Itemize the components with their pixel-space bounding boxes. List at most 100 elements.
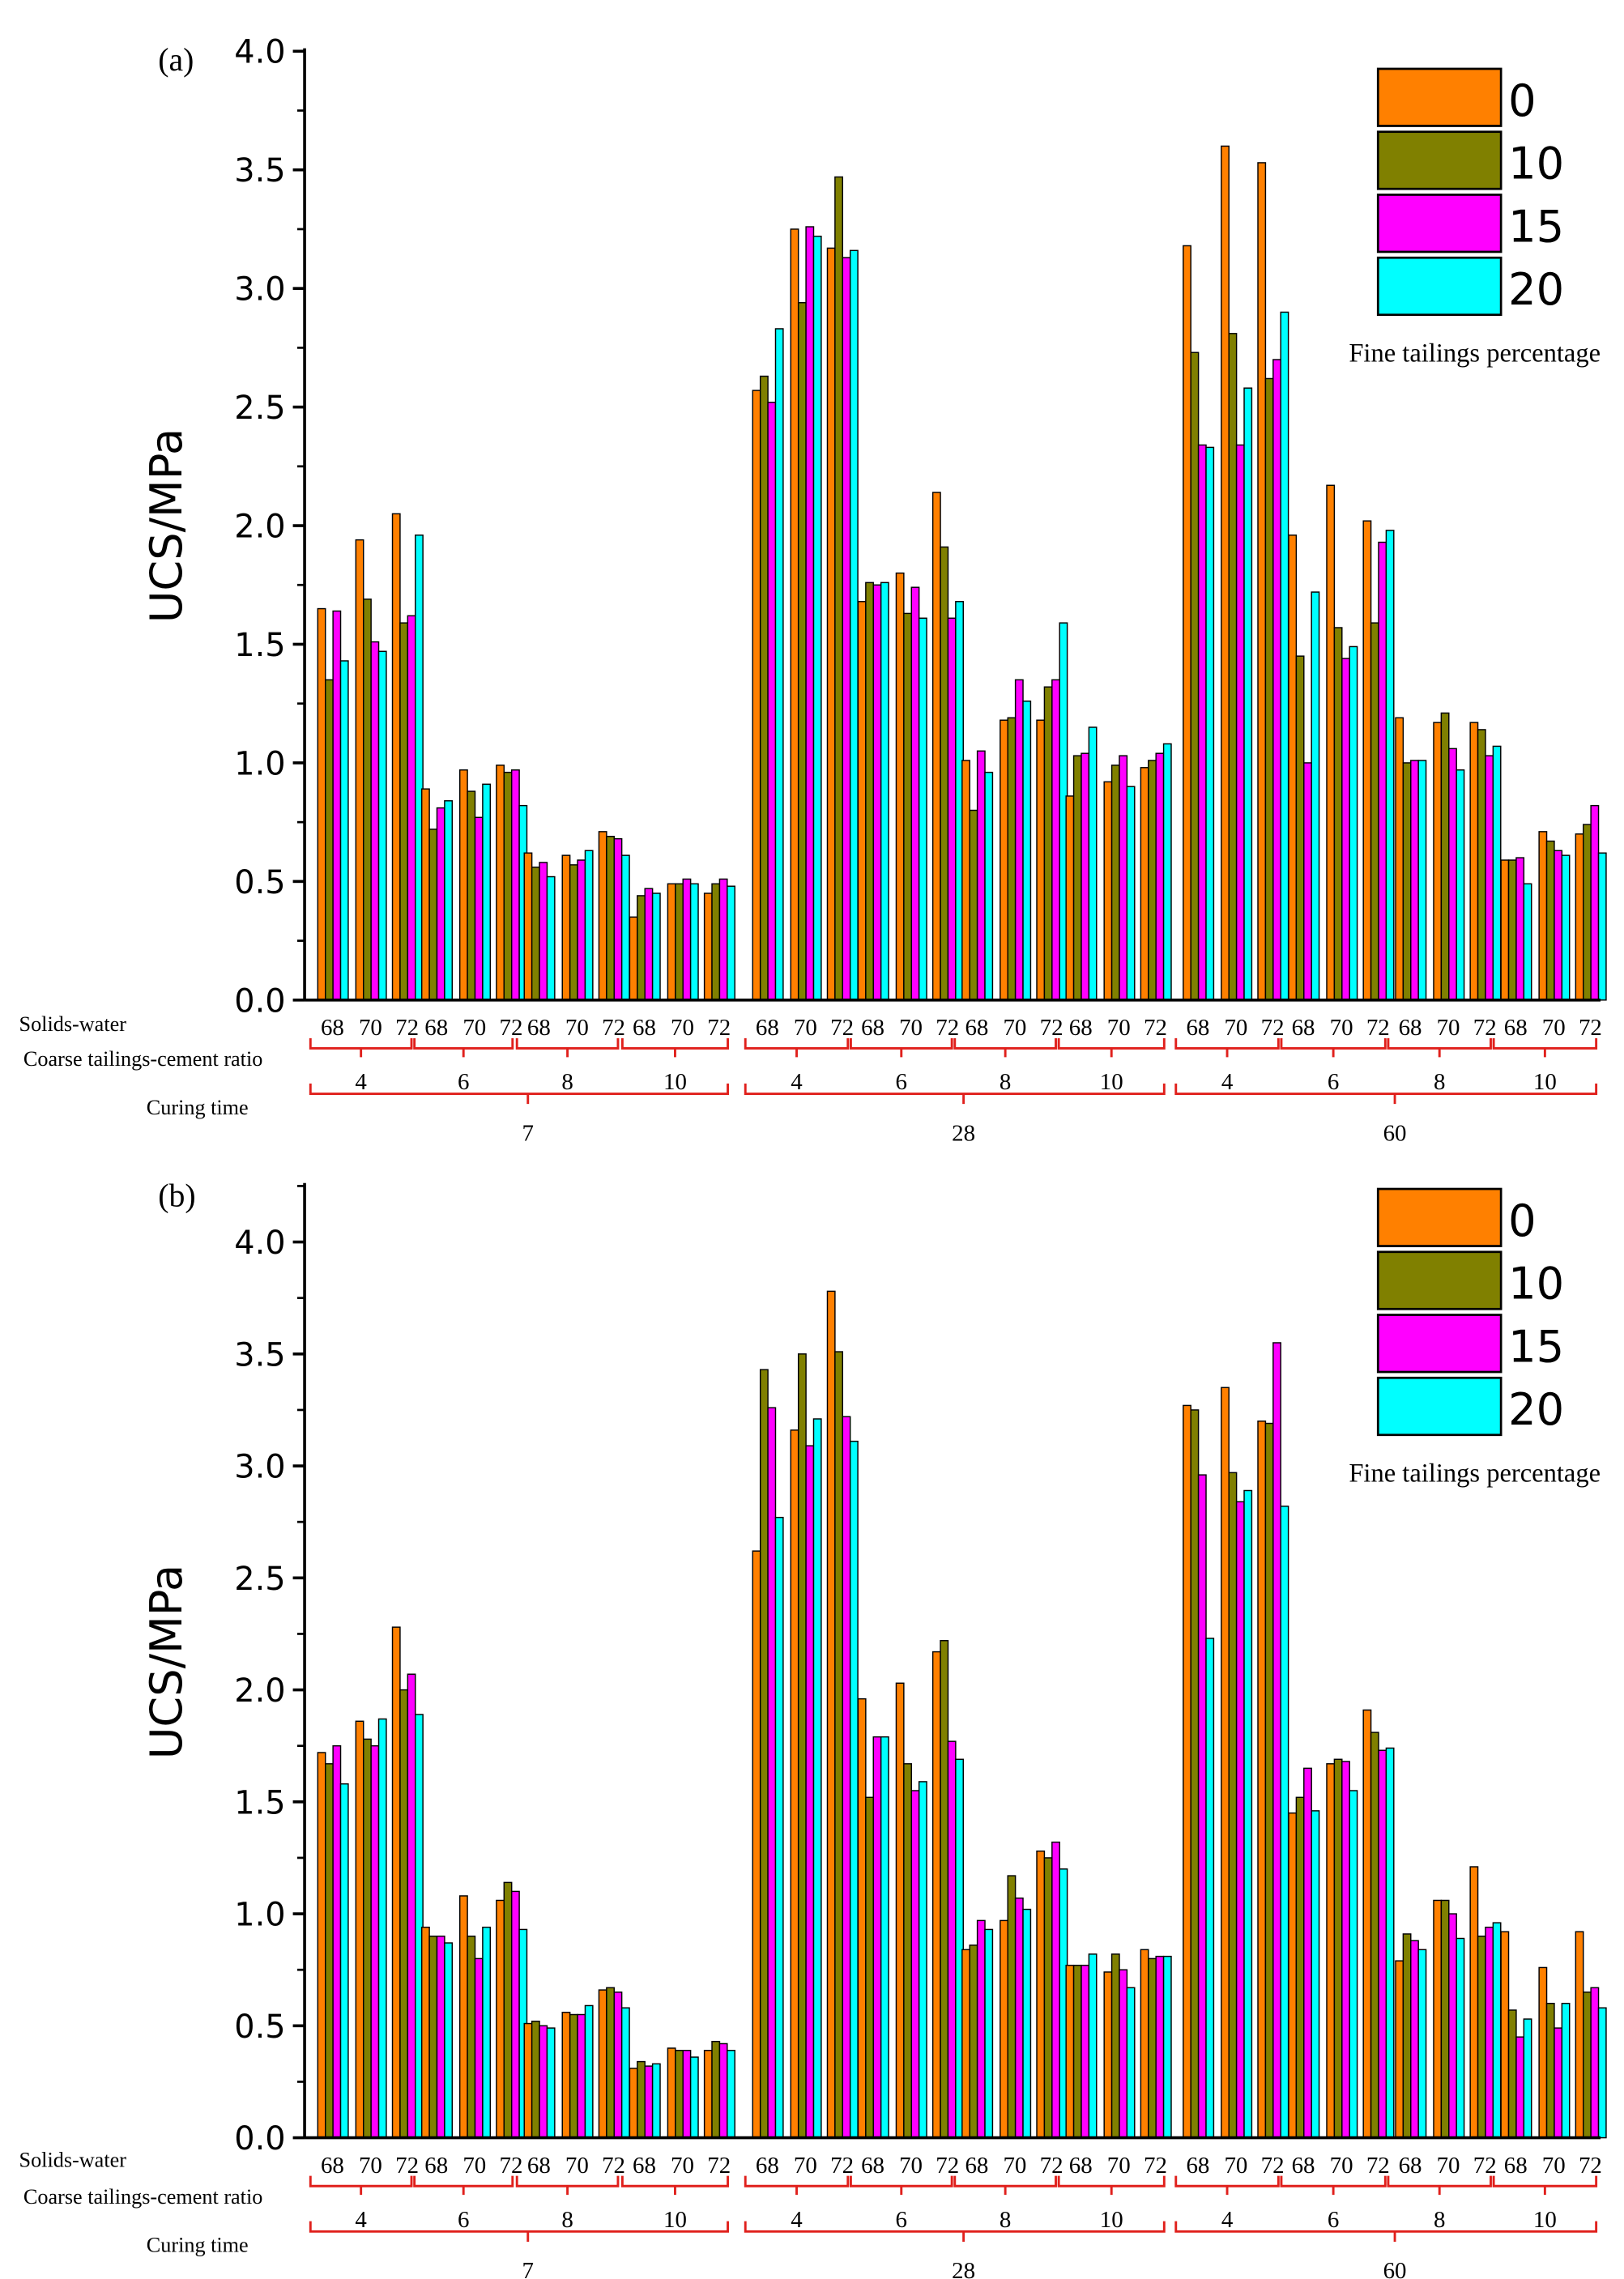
solids-water-tick-label: 72 — [1366, 1015, 1390, 1041]
solids-water-tick-label: 72 — [602, 1015, 625, 1041]
bar-series-20 — [812, 1418, 822, 2139]
bar-series-0 — [496, 765, 505, 1001]
bar-series-20 — [774, 328, 784, 1001]
bar-series-10 — [797, 1353, 807, 2139]
bar-series-0 — [629, 2068, 638, 2139]
bar-series-0 — [391, 1626, 401, 2139]
solids-water-tick-label: 70 — [1003, 2153, 1026, 2179]
solids-water-tick-label: 68 — [1069, 2153, 1093, 2179]
bar-series-10 — [503, 1881, 513, 2139]
solids-water-tick-label: 72 — [1579, 2153, 1602, 2179]
bar-series-20 — [1492, 1922, 1502, 2139]
ratio-tick-label: 4 — [791, 1069, 802, 1095]
bar-series-0 — [1036, 1850, 1046, 2139]
bar-series-15 — [1485, 1926, 1494, 2139]
ratio-tick-label: 10 — [663, 1069, 687, 1095]
bar-series-15 — [1197, 444, 1207, 1001]
ratio-tick-label: 8 — [1000, 1069, 1011, 1095]
ratio-row-label: Coarse tailings-cement ratio — [23, 2185, 262, 2209]
bar-series-0 — [667, 883, 676, 1001]
curing-bracket — [309, 2221, 729, 2242]
bar-series-20 — [1417, 1949, 1427, 2139]
ratio-bracket — [1387, 2175, 1492, 2196]
bar-series-15 — [474, 816, 484, 1001]
legend-label-10: 10 — [1508, 138, 1564, 190]
ratio-tick-label: 6 — [1328, 1069, 1339, 1095]
ratio-tick-label: 8 — [1434, 2207, 1445, 2233]
bar-series-15 — [577, 859, 586, 1001]
bar-series-0 — [1538, 831, 1548, 1001]
bar-series-0 — [561, 854, 571, 1001]
curing-bracket — [309, 1083, 729, 1105]
bar-series-10 — [865, 1796, 874, 2139]
solids-water-tick-label: 72 — [830, 2153, 854, 2179]
bar-series-20 — [849, 249, 859, 1001]
legend-swatch-10 — [1376, 130, 1503, 190]
bar-series-10 — [428, 1935, 438, 2139]
solids-water-tick-label: 68 — [321, 1015, 344, 1041]
ratio-bracket — [413, 1037, 514, 1058]
bar-series-10 — [969, 809, 978, 1001]
bar-series-0 — [1000, 719, 1008, 1001]
bar-series-0 — [458, 1895, 468, 2139]
bar-series-0 — [1575, 1931, 1584, 2139]
bar-series-15 — [539, 862, 548, 1001]
solids-water-tick-label: 68 — [527, 1015, 551, 1041]
bar-series-20 — [1492, 745, 1502, 1001]
bar-series-0 — [961, 1949, 970, 2139]
bar-series-0 — [752, 1550, 761, 2139]
y-tick-label: 0.0 — [234, 982, 285, 1020]
bar-series-15 — [682, 878, 692, 1001]
solids-water-tick-label: 70 — [1542, 1015, 1566, 1041]
bar-series-10 — [940, 1640, 949, 2139]
bar-series-10 — [467, 1935, 476, 2139]
curing-bracket — [744, 2221, 1166, 2242]
bar-series-10 — [1583, 824, 1592, 1001]
bar-series-15 — [947, 617, 957, 1001]
legend-title: Fine tailings percentage — [1349, 1459, 1601, 1489]
bar-series-10 — [503, 771, 513, 1001]
panel-label: (b) — [158, 1178, 195, 1214]
bar-series-10 — [675, 2050, 684, 2139]
ratio-tick-label: 6 — [896, 2207, 907, 2233]
bar-series-10 — [1545, 840, 1555, 1001]
curing-tick-label: 7 — [522, 1120, 534, 1146]
bar-series-10 — [606, 836, 615, 1001]
bar-series-20 — [1126, 1987, 1136, 2139]
bar-series-10 — [324, 1763, 334, 2139]
bar-series-15 — [1051, 679, 1060, 1001]
bar-series-0 — [317, 1752, 326, 2139]
ratio-bracket — [309, 2175, 413, 2196]
bar-series-0 — [317, 607, 326, 1001]
bar-series-20 — [1162, 1955, 1172, 2139]
bar-series-15 — [805, 1445, 815, 2139]
solids-water-tick-label: 70 — [462, 1015, 486, 1041]
bar-series-20 — [1561, 854, 1571, 1001]
ratio-tick-label: 4 — [355, 1069, 366, 1095]
bar-series-15 — [1155, 1955, 1165, 2139]
solids-water-tick-label: 68 — [633, 2153, 656, 2179]
bar-series-20 — [812, 236, 822, 1001]
bar-series-15 — [1155, 752, 1165, 1001]
bar-series-0 — [1221, 145, 1230, 1001]
bar-series-0 — [1362, 520, 1372, 1001]
bar-series-15 — [767, 1407, 777, 2139]
bar-series-10 — [1007, 1875, 1017, 2139]
curing-tick-label: 60 — [1383, 1120, 1407, 1146]
bar-series-10 — [1545, 2002, 1555, 2139]
ratio-row-label: Coarse tailings-cement ratio — [23, 1047, 262, 1071]
bar-series-20 — [1162, 743, 1172, 1001]
solids-water-tick-label: 72 — [1366, 2153, 1390, 2179]
y-tick-label: 3.0 — [234, 271, 285, 309]
bar-series-20 — [444, 1942, 454, 2139]
bar-series-0 — [703, 892, 713, 1001]
legend-swatch-15 — [1376, 1314, 1503, 1374]
ratio-bracket — [1057, 2175, 1166, 2196]
bar-series-0 — [1036, 719, 1046, 1001]
curing-bracket — [744, 1083, 1166, 1105]
bar-series-10 — [1043, 686, 1053, 1001]
bar-series-20 — [727, 885, 735, 1001]
legend: 0 10 15 20 Fine tailings percentage — [1349, 67, 1601, 368]
bar-series-15 — [1235, 444, 1245, 1001]
bar-series-0 — [1065, 1964, 1075, 2139]
